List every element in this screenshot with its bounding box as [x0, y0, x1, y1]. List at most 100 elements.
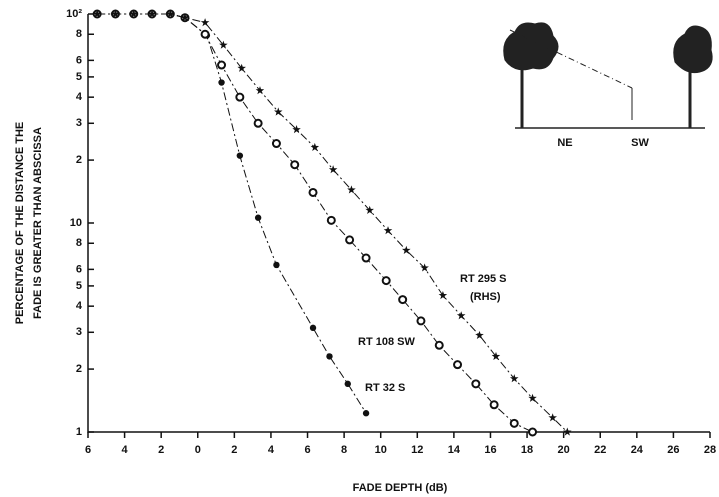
annotation: (RHS): [470, 291, 501, 303]
marker: [237, 63, 246, 72]
marker: [218, 79, 225, 86]
x-tick-label: 20: [558, 444, 570, 456]
y-axis-label: FADE IS GREATER THAN ABSCISSA: [32, 127, 44, 319]
marker: [328, 165, 338, 174]
marker: [271, 139, 281, 149]
marker: [362, 410, 370, 417]
inset: [503, 22, 713, 129]
marker: [416, 316, 426, 326]
y-tick-label: 3: [76, 326, 82, 338]
marker: [438, 291, 448, 300]
marker: [345, 235, 355, 245]
marker: [453, 360, 463, 370]
marker: [383, 226, 393, 235]
marker: [129, 9, 138, 18]
x-tick-label: 4: [268, 444, 275, 456]
x-tick-label: 10: [375, 444, 387, 456]
marker: [347, 185, 356, 194]
annotation: RT 32 S: [365, 382, 405, 394]
marker: [236, 152, 244, 159]
marker: [398, 295, 408, 305]
marker: [510, 374, 519, 383]
x-tick-label: 6: [85, 444, 91, 456]
marker: [528, 427, 538, 437]
y-tick-label: 2: [76, 363, 82, 375]
marker: [326, 353, 333, 360]
y-axis-label: PERCENTAGE OF THE DISTANCE THE: [14, 122, 26, 325]
inset-label: SW: [631, 137, 649, 149]
marker: [456, 311, 466, 320]
marker: [274, 107, 283, 116]
marker: [290, 160, 300, 170]
y-tick-label: 1: [76, 426, 82, 438]
marker: [180, 13, 190, 22]
x-tick-label: 14: [448, 444, 461, 456]
marker: [166, 9, 175, 18]
y-tick-label: 10²: [66, 8, 82, 20]
marker: [255, 86, 265, 95]
marker: [326, 215, 336, 225]
y-tick-label: 6: [76, 54, 82, 66]
marker: [200, 18, 210, 27]
marker: [402, 245, 411, 254]
x-tick-label: 8: [341, 444, 347, 456]
marker: [254, 214, 262, 221]
y-tick-label: 4: [76, 91, 83, 103]
marker: [310, 142, 320, 151]
tree: [673, 25, 713, 74]
x-tick-label: 0: [195, 444, 201, 456]
marker: [147, 9, 157, 18]
marker: [219, 40, 228, 49]
y-tick-label: 10: [70, 217, 82, 229]
axis: [87, 14, 710, 433]
marker: [235, 92, 245, 102]
marker: [489, 400, 499, 410]
annotation: RT 295 S: [460, 273, 506, 285]
x-tick-label: 16: [484, 444, 496, 456]
marker: [509, 418, 519, 428]
marker: [381, 276, 391, 286]
y-tick-label: 4: [76, 300, 83, 312]
marker: [217, 60, 227, 70]
x-tick-label: 18: [521, 444, 533, 456]
marker: [344, 380, 351, 388]
marker: [475, 330, 484, 339]
marker: [92, 9, 102, 18]
marker: [528, 393, 537, 402]
marker: [292, 125, 301, 134]
y-tick-label: 5: [76, 71, 82, 83]
inset-label: NE: [557, 137, 572, 149]
marker: [434, 340, 444, 350]
marker: [548, 413, 557, 422]
x-tick-label: 4: [122, 444, 129, 456]
x-tick-label: 28: [704, 444, 716, 456]
y-tick-label: 8: [76, 237, 82, 249]
marker: [361, 253, 371, 263]
marker: [200, 29, 210, 39]
marker: [420, 263, 429, 272]
marker: [273, 261, 280, 269]
marker: [491, 351, 501, 360]
marker: [365, 205, 374, 214]
y-tick-label: 8: [76, 28, 82, 40]
x-tick-label: 12: [411, 444, 423, 456]
y-tick-label: 3: [76, 117, 82, 129]
x-tick-label: 2: [231, 444, 237, 456]
x-tick-label: 2: [158, 444, 164, 456]
y-tick-label: 2: [76, 154, 82, 166]
y-tick-label: 5: [76, 280, 82, 292]
x-tick-label: 6: [304, 444, 310, 456]
x-tick-label: 22: [594, 444, 606, 456]
marker: [563, 427, 572, 436]
y-tick-label: 6: [76, 263, 82, 275]
annotation: RT 108 SW: [358, 336, 415, 348]
tree: [503, 22, 559, 71]
ray: [509, 29, 633, 89]
marker: [471, 379, 481, 389]
marker: [253, 118, 263, 128]
x-axis-label: FADE DEPTH (dB): [353, 482, 448, 494]
marker: [308, 187, 318, 197]
x-tick-label: 24: [631, 444, 644, 456]
marker: [111, 9, 120, 18]
